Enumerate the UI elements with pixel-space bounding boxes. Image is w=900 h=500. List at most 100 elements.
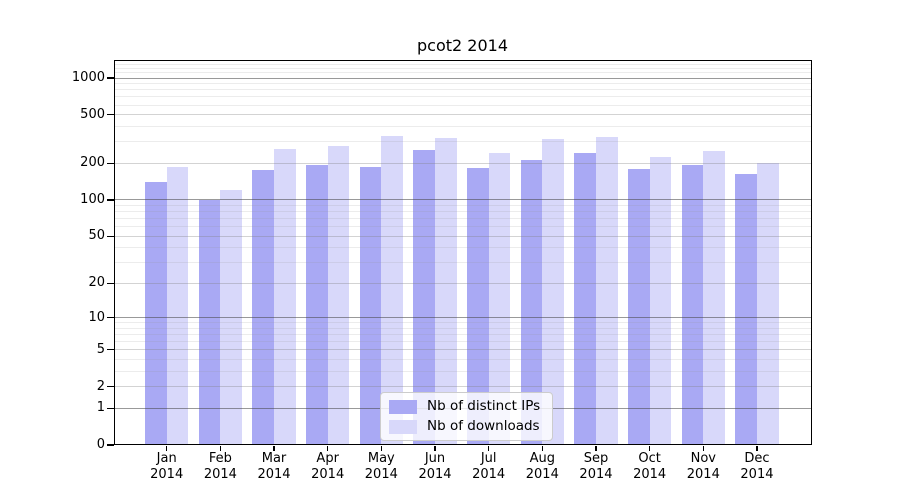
bar-downloads-mar [274,149,296,445]
minor-gridline-7 [113,334,812,336]
gridline-10 [113,317,812,319]
minor-gridline-90 [113,204,812,206]
distinct-ips-swatch-icon [389,399,417,414]
minor-gridline-1100 [113,72,812,74]
gridline-100 [113,199,812,201]
x-tick-year-label: 2014 [311,467,345,482]
x-tick-label-jul: Jul 2014 [459,451,519,483]
y-tick-label-200: 200 [80,155,105,171]
bar-downloads-jan [166,167,189,445]
bar-downloads-oct [649,157,672,445]
plot-area [113,60,812,445]
gridline-50 [113,235,812,237]
minor-gridline-900 [113,83,812,85]
y-tick-mark-1000 [107,77,114,79]
x-tick-label-nov: Nov 2014 [673,451,733,483]
minor-gridline-700 [113,96,812,98]
x-tick-year-label: 2014 [472,467,506,482]
x-tick-label-dec: Dec 2014 [727,451,787,483]
minor-gridline-800 [113,89,812,91]
bar-downloads-aug [542,138,565,445]
gridline-20 [113,282,812,284]
x-tick-year-label: 2014 [686,467,720,482]
y-tick-mark-5 [107,349,114,351]
x-tick-mark-dec [756,446,758,451]
x-tick-label-mar: Mar 2014 [244,451,304,483]
x-tick-year-label: 2014 [579,467,613,482]
y-tick-label-500: 500 [80,106,105,122]
downloads-swatch-icon [389,419,417,434]
bar-downloads-nov [703,150,726,445]
bar-distinct-ips-jun [413,150,435,445]
legend-label-downloads: Nb of downloads [427,418,540,434]
minor-gridline-8 [113,327,812,329]
chart-title: pcot2 2014 [417,36,508,55]
minor-gridline-70 [113,218,812,220]
x-tick-label-aug: Aug 2014 [512,451,572,483]
bar-distinct-ips-aug [520,160,543,445]
minor-gridline-80 [113,211,812,213]
x-tick-mark-aug [541,446,543,451]
y-tick-label-100: 100 [80,191,105,207]
y-tick-mark-10 [107,316,114,319]
bar-distinct-ips-nov [681,164,704,445]
y-tick-label-2: 2 [96,378,105,394]
y-tick-mark-100 [107,199,114,201]
bar-distinct-ips-sep [574,153,596,445]
x-tick-year-label: 2014 [740,467,774,482]
bar-downloads-apr [327,146,350,445]
y-tick-label-5: 5 [96,341,105,357]
bar-downloads-dec [756,163,779,445]
legend-label-distinct-ips: Nb of distinct IPs [427,398,541,414]
x-tick-label-sep: Sep 2014 [566,451,626,483]
legend: Nb of distinct IPs Nb of downloads [380,392,554,441]
bar-distinct-ips-jul [466,168,489,445]
minor-gridline-3 [113,370,812,372]
y-tick-label-1: 1 [96,400,105,416]
x-tick-mark-feb [219,446,221,451]
bar-distinct-ips-jan [144,181,167,445]
minor-gridline-60 [113,226,812,228]
bar-distinct-ips-mar [252,170,275,445]
minor-gridline-6 [113,341,812,343]
minor-gridline-40 [113,247,812,249]
y-tick-label-10: 10 [88,309,105,325]
y-tick-mark-50 [107,235,114,237]
x-tick-label-jun: Jun 2014 [405,451,465,483]
x-tick-year-label: 2014 [150,467,184,482]
bar-distinct-ips-may [359,166,382,445]
y-tick-mark-0 [107,444,114,446]
x-tick-label-feb: Feb 2014 [190,451,250,483]
y-tick-mark-1 [107,407,114,409]
y-tick-label-20: 20 [88,275,105,291]
bar-downloads-may [381,135,404,445]
x-tick-year-label: 2014 [203,467,237,482]
gridline-2 [113,386,812,388]
x-tick-year-label: 2014 [257,467,291,482]
minor-gridline-1200 [113,67,812,69]
bar-distinct-ips-oct [627,169,650,445]
x-tick-mark-nov [702,446,704,451]
y-tick-mark-2 [107,385,114,388]
x-tick-mark-may [380,446,382,451]
gridline-500 [113,114,812,116]
y-tick-label-0: 0 [96,437,105,452]
gridline-200 [113,162,812,164]
x-tick-mark-jun [434,446,436,451]
legend-row-downloads: Nb of downloads [389,419,540,434]
legend-row-distinct-ips: Nb of distinct IPs [389,399,540,414]
x-tick-mark-mar [273,446,275,451]
x-tick-mark-sep [595,446,597,451]
x-tick-mark-jul [488,446,490,451]
y-tick-mark-500 [107,114,114,116]
gridline-1000 [113,77,812,79]
y-tick-label-50: 50 [88,228,105,244]
minor-gridline-400 [113,126,812,128]
minor-gridline-30 [113,262,812,264]
x-tick-year-label: 2014 [364,467,398,482]
y-tick-mark-20 [107,282,114,284]
x-tick-label-jan: Jan 2014 [137,451,197,483]
x-tick-year-label: 2014 [418,467,452,482]
x-tick-year-label: 2014 [525,467,559,482]
minor-gridline-600 [113,104,812,106]
